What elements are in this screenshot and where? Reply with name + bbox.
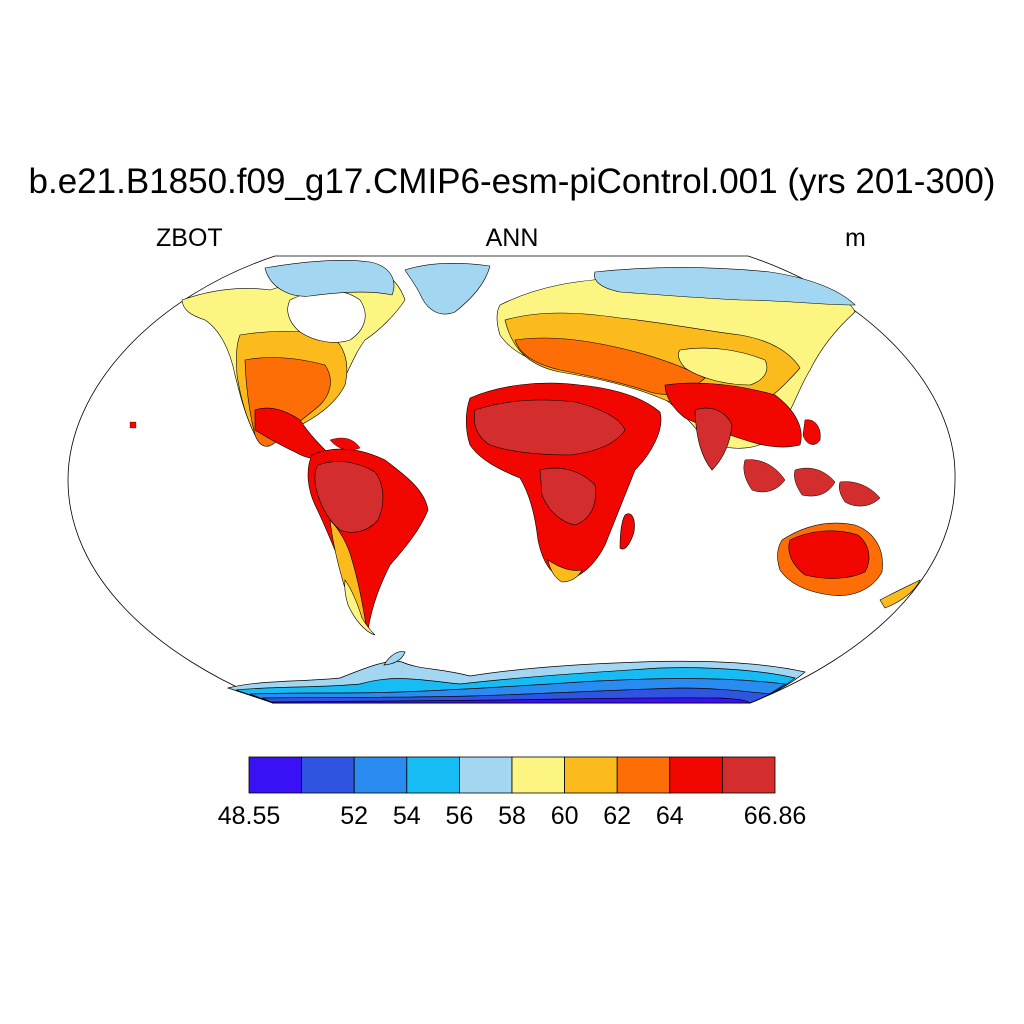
plot-title: b.e21.B1850.f09_g17.CMIP6-esm-piControl.… (28, 162, 996, 201)
eurasia (496, 267, 856, 471)
antarctica (226, 651, 806, 704)
colorbar-box (353, 756, 408, 794)
colorbar-label: 56 (445, 802, 473, 830)
colorbar-box (248, 756, 302, 794)
colorbar-label: 48.55 (218, 802, 281, 830)
colorbar-label: 62 (603, 802, 631, 830)
colorbar-label: 58 (498, 802, 526, 830)
colorbar-box (458, 756, 513, 794)
south-america (307, 448, 429, 636)
colorbar-box (616, 756, 671, 794)
colorbar-box (564, 756, 618, 794)
colorbar-box (301, 756, 355, 794)
island-caribbean (329, 437, 361, 451)
australia (777, 522, 921, 609)
island-hawaii (129, 421, 137, 429)
north-america (181, 260, 406, 460)
africa (465, 382, 662, 583)
colorbar-label: 60 (551, 802, 579, 830)
variable-label: ZBOT (156, 224, 223, 252)
greenland (404, 263, 491, 315)
colorbar-labels: 48.55 52 54 56 58 60 62 64 66.86 (218, 802, 807, 830)
colorbar-boxes (248, 756, 776, 794)
colorbar-box (511, 756, 565, 794)
colorbar-box (406, 756, 460, 794)
colorbar-label: 52 (340, 802, 368, 830)
colorbar-box (669, 756, 723, 794)
maritime-continent (743, 419, 881, 507)
season-label: ANN (485, 224, 539, 252)
colorbar-label: 64 (656, 802, 684, 830)
colorbar-box (722, 756, 776, 794)
colorbar-label: 66.86 (744, 802, 807, 830)
colorbar-label: 54 (393, 802, 421, 830)
units-label: m (845, 224, 866, 252)
